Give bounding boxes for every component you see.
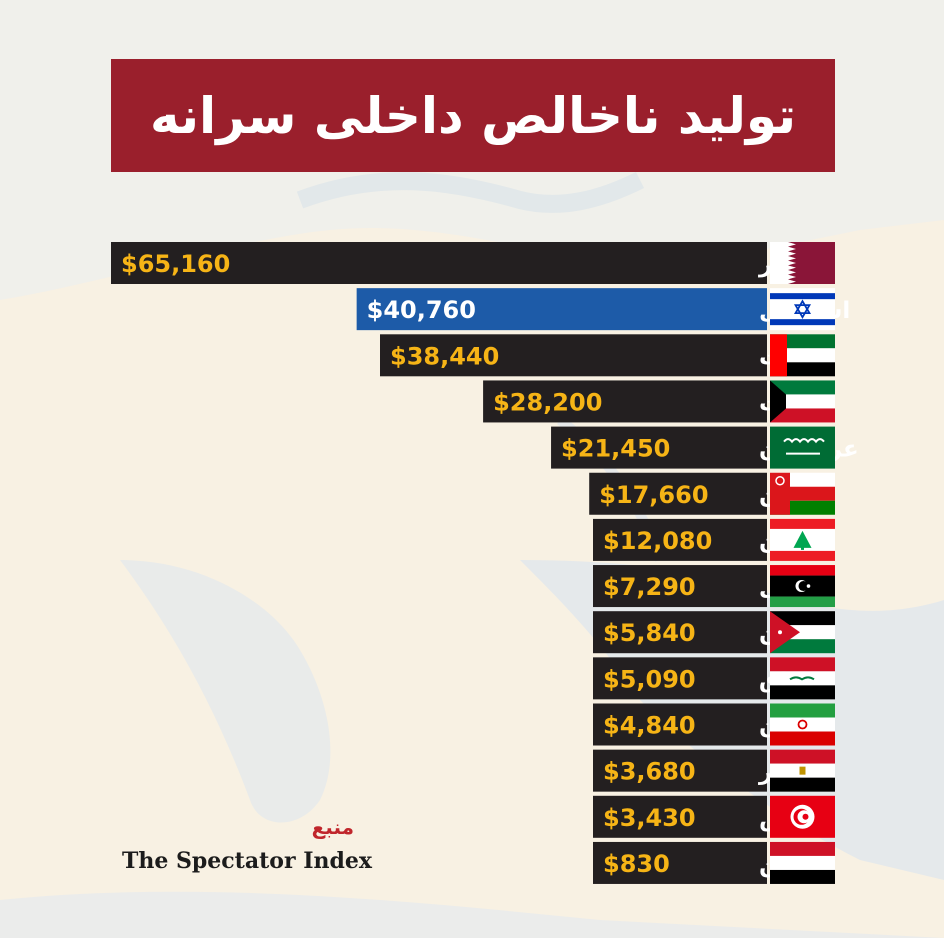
tunisia-flag-icon [770, 795, 835, 838]
bar-11 [593, 749, 767, 792]
jordan-flag-icon [770, 611, 835, 654]
value-label-6: $12,080 [603, 527, 712, 555]
value-label-3: $28,200 [493, 388, 602, 416]
value-label-7: $7,290 [603, 573, 696, 601]
value-label-0: $65,160 [121, 250, 230, 278]
bar-12 [593, 795, 767, 838]
bar-4 [551, 426, 767, 469]
libya-flag-icon [770, 565, 835, 608]
value-label-9: $5,090 [603, 665, 696, 693]
bar-3 [483, 380, 767, 423]
value-label-5: $17,660 [599, 481, 708, 509]
value-label-10: $4,840 [603, 712, 696, 740]
bar-9 [593, 657, 767, 700]
value-label-1: $40,760 [367, 296, 476, 324]
bar-1 [356, 288, 767, 331]
value-label-12: $3,430 [603, 804, 696, 832]
bar-2 [380, 334, 767, 377]
bar-5 [589, 472, 767, 515]
value-label-2: $38,440 [390, 342, 499, 370]
saudi-flag-icon [770, 426, 835, 469]
uae-flag-icon [770, 334, 835, 377]
bar-8 [593, 611, 767, 654]
qatar-flag-icon [770, 242, 835, 284]
value-label-4: $21,450 [561, 435, 670, 463]
value-label-13: $830 [603, 850, 670, 878]
value-label-11: $3,680 [603, 758, 696, 786]
oman-flag-icon [770, 472, 835, 515]
egypt-flag-icon [770, 749, 835, 792]
source-name: The Spectator Index [122, 848, 372, 874]
bar-13 [593, 841, 767, 884]
yemen-flag-icon [770, 841, 835, 884]
bar-10 [593, 703, 767, 746]
bar-0 [111, 242, 767, 284]
lebanon-flag-icon [770, 518, 835, 561]
value-label-8: $5,840 [603, 619, 696, 647]
kuwait-flag-icon [770, 380, 835, 423]
israel-flag-icon [770, 288, 835, 331]
chart-title: تولید ناخالص داخلی سرانه [111, 59, 835, 172]
bar-7 [593, 565, 767, 608]
iraq-flag-icon [770, 657, 835, 700]
source-label: منبع [311, 815, 354, 839]
bar-6 [593, 518, 767, 561]
iran-flag-icon [770, 703, 835, 746]
